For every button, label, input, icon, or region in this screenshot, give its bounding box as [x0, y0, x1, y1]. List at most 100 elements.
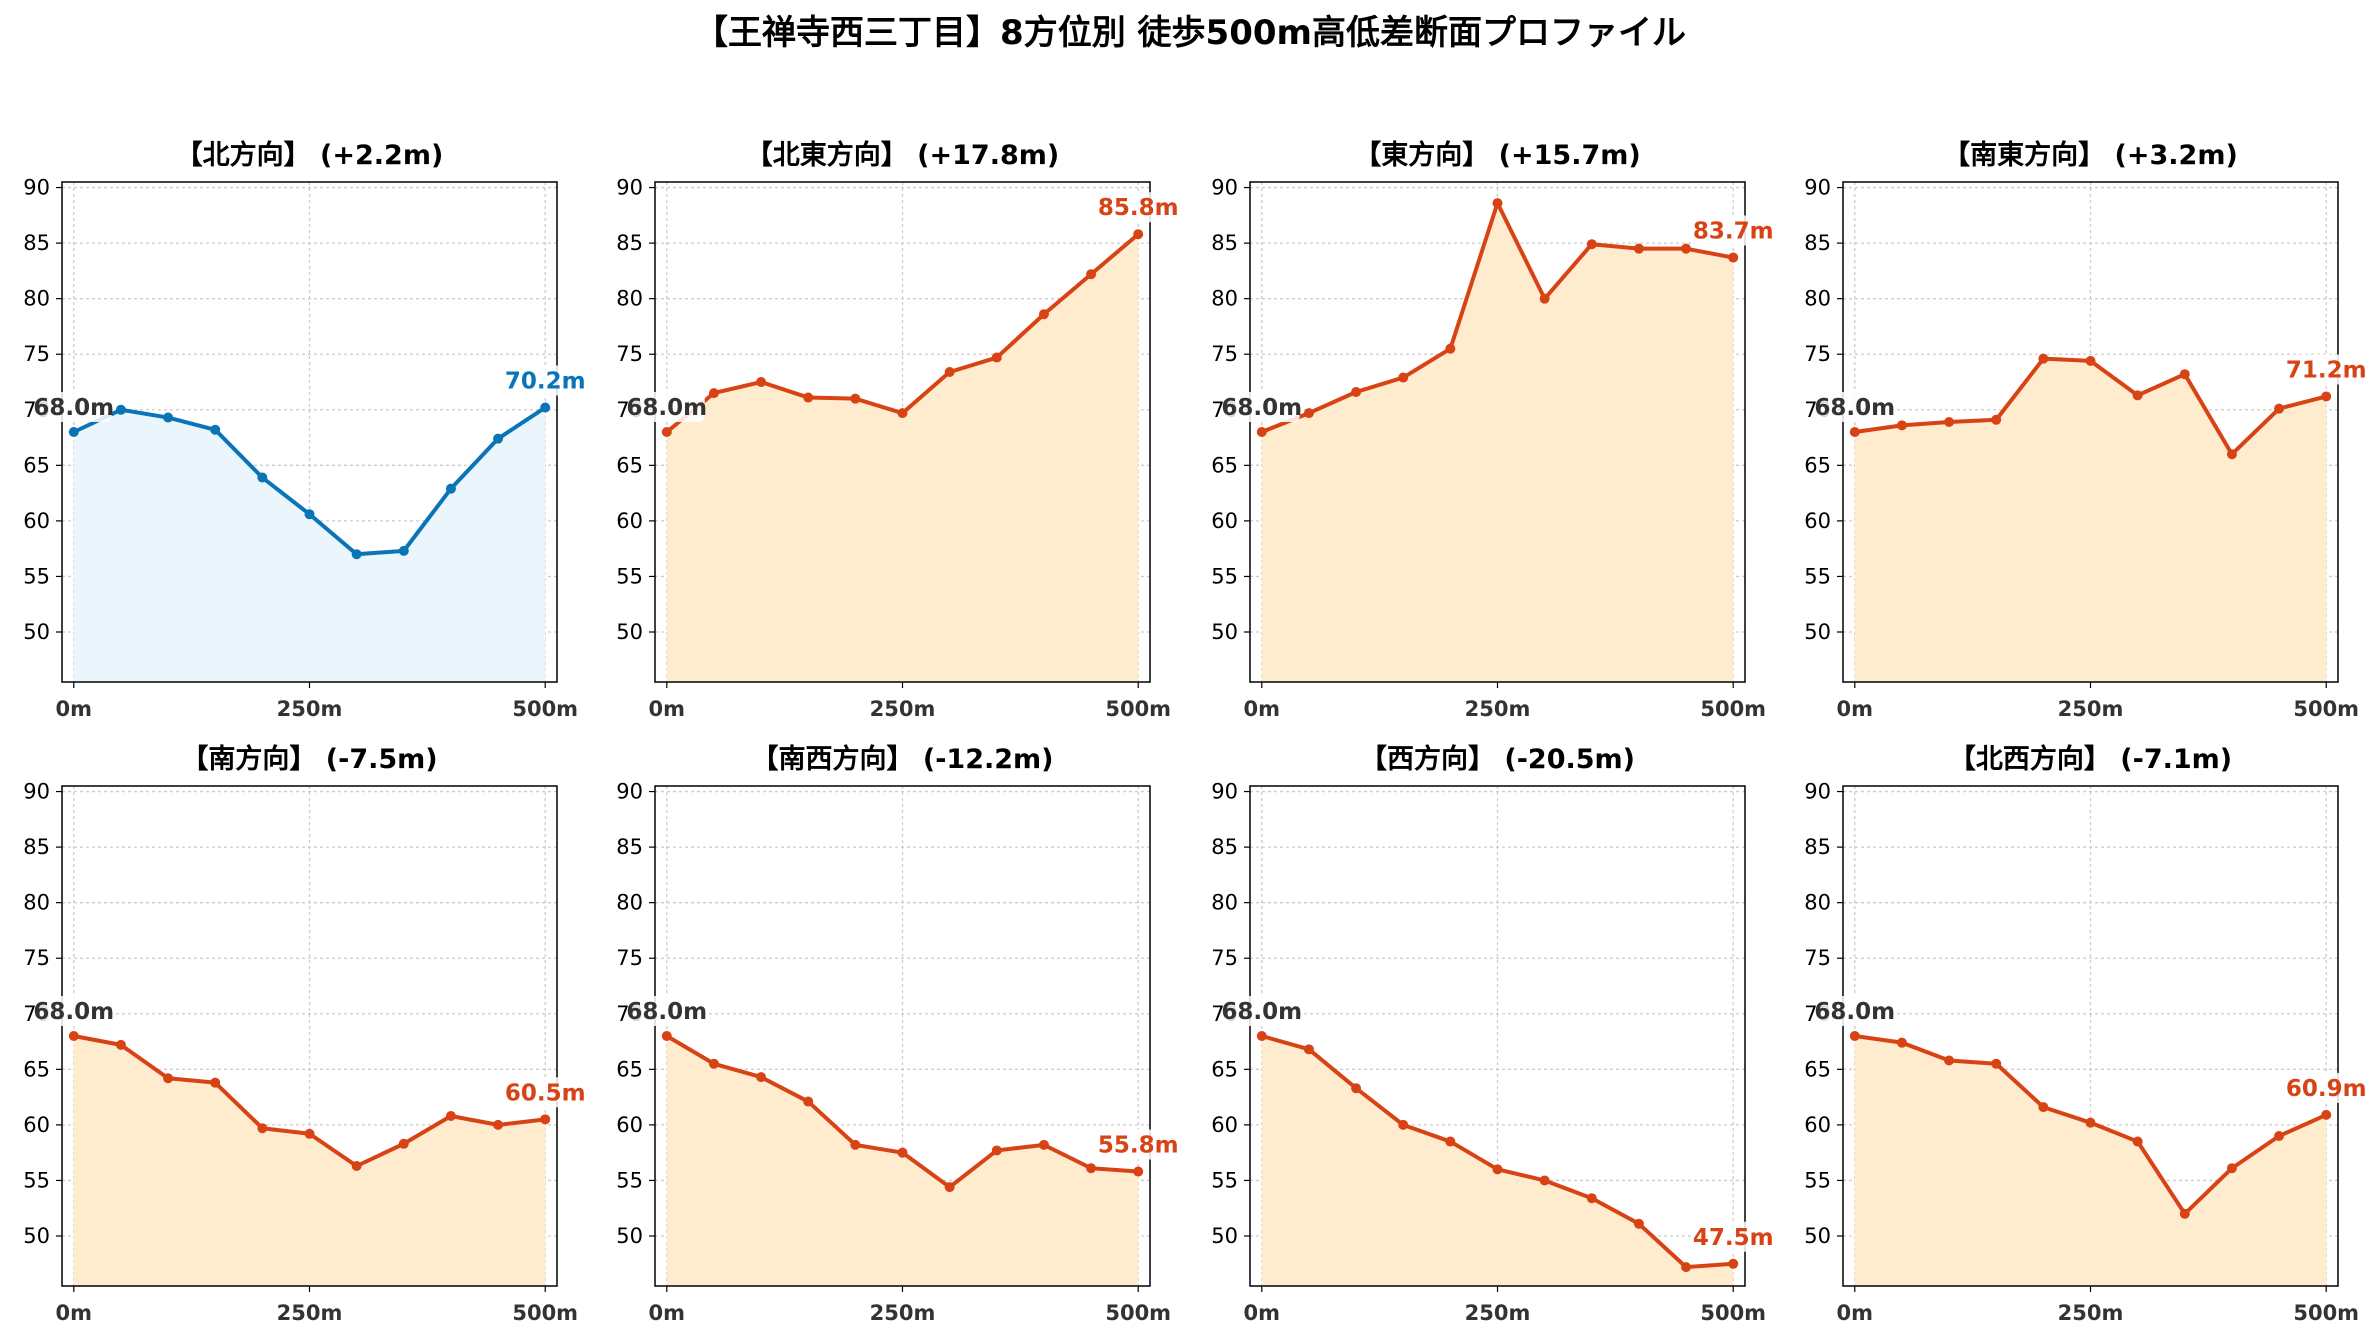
end-label: 70.2m	[505, 369, 586, 395]
data-point	[1492, 1164, 1503, 1175]
area-fill	[666, 234, 1139, 682]
y-tick-label: 90	[1804, 780, 1831, 804]
x-tick-label: 250m	[1465, 697, 1531, 721]
y-tick-label: 80	[1211, 287, 1238, 311]
y-tick-label: 50	[616, 620, 643, 644]
y-tick-label: 75	[1211, 342, 1238, 366]
y-tick-label: 75	[23, 342, 50, 366]
data-point	[1038, 1139, 1049, 1150]
data-point	[2085, 355, 2096, 366]
y-tick-label: 80	[1804, 287, 1831, 311]
y-tick-label: 75	[1804, 342, 1831, 366]
y-tick-label: 60	[616, 1113, 643, 1137]
data-point	[991, 352, 1002, 363]
data-point	[1991, 414, 2002, 425]
panel-1: 【北方向】 (+2.2m)5055606570758085900m250m500…	[23, 139, 585, 721]
y-tick-label: 90	[616, 780, 643, 804]
panel-6: 【南西方向】 (-12.2m)5055606570758085900m250m5…	[616, 743, 1178, 1325]
y-tick-label: 85	[23, 835, 50, 859]
data-point	[1896, 1037, 1907, 1048]
area-fill	[73, 407, 546, 682]
y-tick-label: 50	[1211, 620, 1238, 644]
data-point	[1944, 1055, 1955, 1066]
end-label-bg	[2286, 1072, 2367, 1103]
x-tick-label: 0m	[1837, 697, 1874, 721]
data-point	[1445, 343, 1456, 354]
data-point	[1398, 372, 1409, 383]
data-point	[1728, 252, 1739, 263]
y-tick-label: 65	[1804, 1057, 1831, 1081]
y-tick-label: 60	[1211, 509, 1238, 533]
start-label-bg	[1223, 996, 1300, 1026]
start-label-bg	[35, 996, 112, 1026]
x-tick-label: 500m	[2293, 1301, 2359, 1325]
data-point	[1133, 229, 1144, 240]
panel-2: 【北東方向】 (+17.8m)5055606570758085900m250m5…	[616, 139, 1178, 721]
data-point	[2179, 369, 2190, 380]
data-point	[1849, 427, 1860, 437]
data-point	[68, 427, 79, 437]
figure-title: 【王禅寺西三丁目】8方位別 徒歩500m高低差断面プロファイル	[694, 13, 1686, 53]
data-point	[850, 1139, 861, 1150]
y-tick-label: 85	[1211, 231, 1238, 255]
x-tick-label: 0m	[56, 697, 93, 721]
data-point	[257, 472, 268, 483]
data-point	[445, 483, 456, 494]
end-label-bg	[1098, 1129, 1179, 1160]
data-point	[803, 392, 814, 403]
data-point	[897, 408, 908, 419]
data-point	[2274, 1131, 2285, 1141]
y-tick-label: 50	[1211, 1224, 1238, 1248]
panel-3: 【東方向】 (+15.7m)5055606570758085900m250m50…	[1211, 139, 1773, 721]
data-point	[1991, 1058, 2002, 1069]
y-tick-label: 60	[1804, 1113, 1831, 1137]
start-label: 68.0m	[1221, 395, 1302, 421]
data-point	[2274, 403, 2285, 414]
start-label: 68.0m	[33, 395, 114, 421]
y-tick-label: 80	[1804, 891, 1831, 915]
x-tick-label: 250m	[1465, 1301, 1531, 1325]
panel-5: 【南方向】 (-7.5m)5055606570758085900m250m500…	[23, 743, 585, 1325]
start-label-bg	[1816, 392, 1893, 422]
data-point	[1586, 239, 1597, 250]
y-tick-label: 60	[1804, 509, 1831, 533]
y-tick-label: 80	[616, 287, 643, 311]
data-point	[850, 393, 861, 404]
y-tick-label: 65	[23, 453, 50, 477]
x-tick-label: 250m	[870, 697, 936, 721]
y-tick-label: 85	[616, 835, 643, 859]
data-point	[115, 1039, 126, 1050]
y-tick-label: 90	[1211, 780, 1238, 804]
start-label: 68.0m	[33, 999, 114, 1025]
y-tick-label: 65	[616, 453, 643, 477]
data-point	[2085, 1117, 2096, 1128]
x-tick-label: 250m	[870, 1301, 936, 1325]
y-tick-label: 65	[616, 1057, 643, 1081]
area-fill	[1854, 1036, 2327, 1286]
axes-frame	[654, 181, 1151, 683]
data-point	[493, 433, 504, 444]
data-point	[1633, 243, 1644, 254]
data-point	[304, 1128, 315, 1139]
y-tick-label: 55	[1211, 564, 1238, 588]
data-point	[540, 402, 551, 413]
y-tick-label: 75	[616, 342, 643, 366]
data-point	[1681, 1262, 1692, 1273]
data-point	[398, 545, 409, 556]
data-point	[1086, 269, 1097, 280]
data-point	[708, 1058, 719, 1069]
data-point	[2226, 449, 2237, 460]
end-label-bg	[505, 1077, 586, 1108]
data-point	[163, 412, 174, 423]
panel-title: 【東方向】 (+15.7m)	[1354, 139, 1640, 171]
data-point	[897, 1147, 908, 1158]
panel-title: 【南東方向】 (+3.2m)	[1943, 139, 2238, 171]
data-point	[2321, 1109, 2332, 1120]
end-label: 60.5m	[505, 1080, 586, 1106]
end-label-bg	[505, 365, 586, 396]
y-tick-label: 75	[1211, 946, 1238, 970]
y-tick-label: 90	[616, 176, 643, 200]
y-tick-label: 85	[1804, 835, 1831, 859]
data-point	[163, 1073, 174, 1084]
